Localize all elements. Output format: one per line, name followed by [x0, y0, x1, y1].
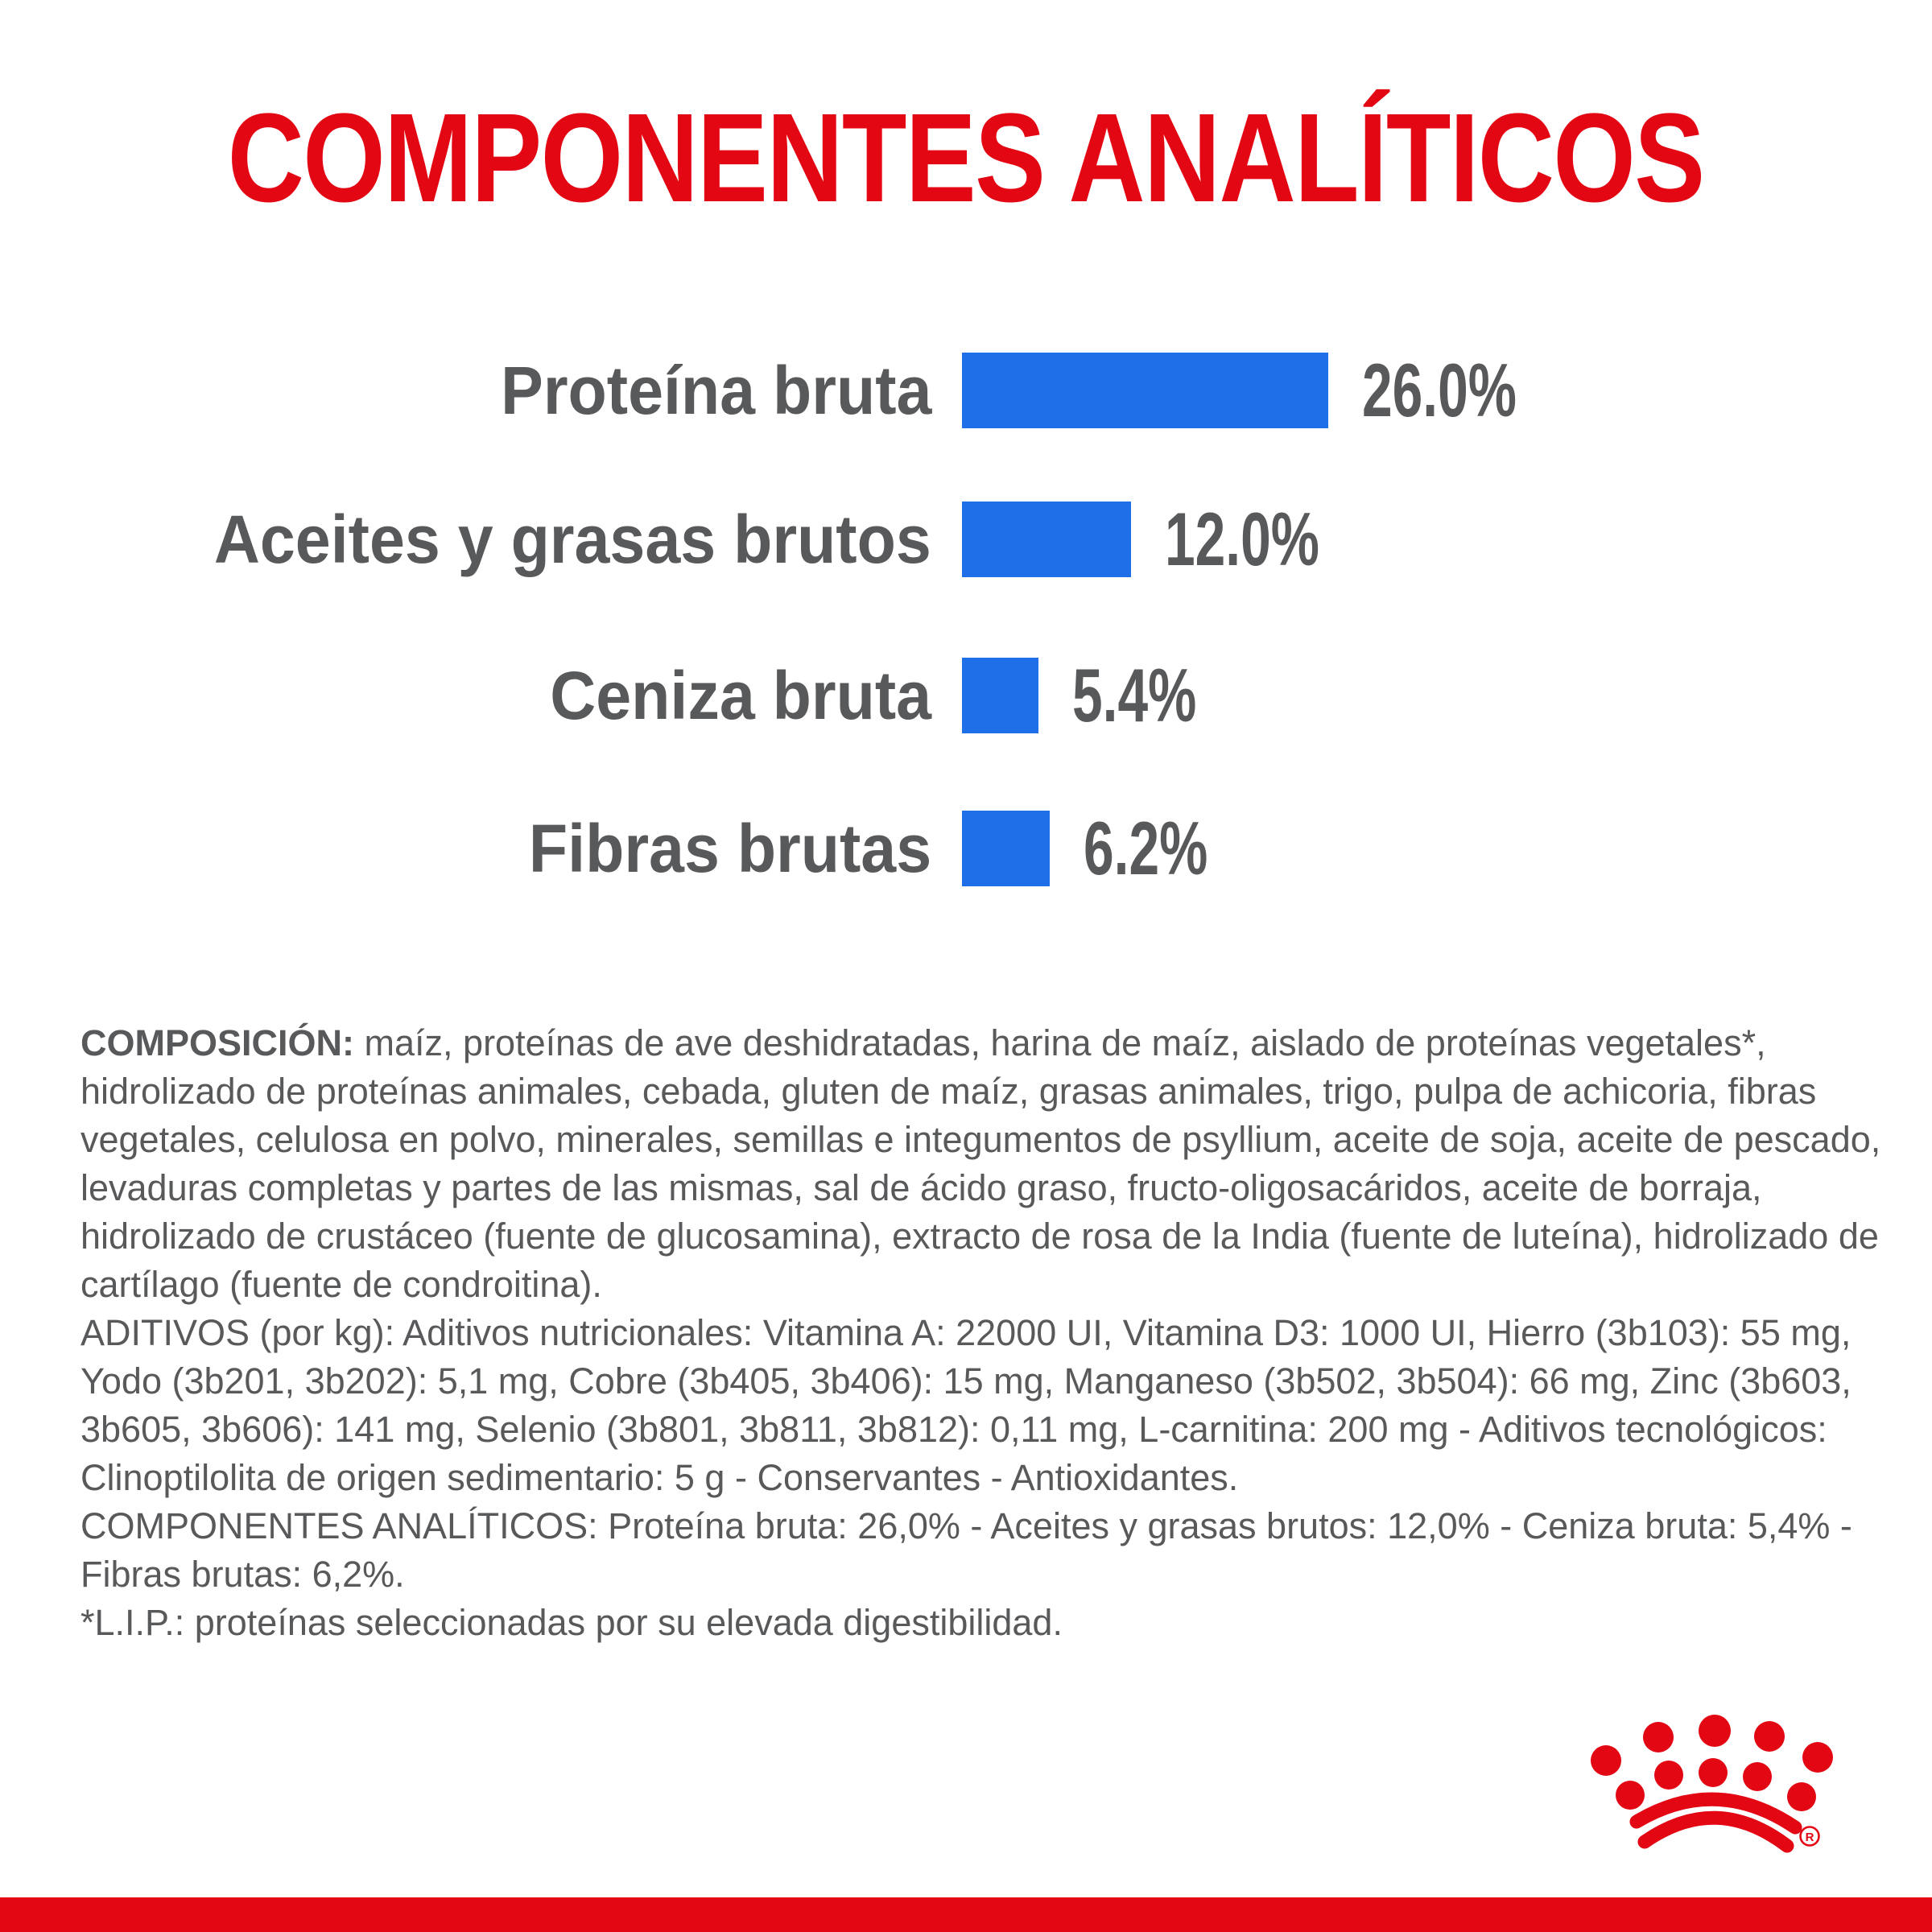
crown-dot — [1743, 1762, 1772, 1791]
composition-section: COMPOSICIÓN: maíz, proteínas de ave desh… — [80, 1019, 1892, 1647]
crown-dot — [1754, 1721, 1785, 1752]
crown-swoosh-lower — [1637, 1810, 1794, 1853]
aditivos-paragraph: ADITIVOS (por kg): Aditivos nutricionale… — [80, 1312, 1852, 1498]
chart-row: Ceniza bruta 5.4% — [0, 658, 1932, 733]
crown-dot — [1616, 1781, 1645, 1810]
chart-value: 12.0% — [1165, 497, 1319, 581]
composition-text: maíz, proteínas de ave deshidratadas, ha… — [80, 1022, 1881, 1305]
footer-red-band — [0, 1897, 1932, 1932]
chart-bar — [962, 811, 1050, 886]
chart-row: Proteína bruta 26.0% — [0, 353, 1932, 428]
crown-dot — [1802, 1742, 1833, 1773]
svg-text:R: R — [1806, 1831, 1814, 1844]
chart-row-label: Proteína bruta — [500, 353, 931, 428]
chart-value: 6.2% — [1084, 806, 1208, 890]
crown-dot — [1654, 1761, 1683, 1790]
chart-value: 26.0% — [1362, 348, 1517, 432]
chart-row: Aceites y grasas brutos 12.0% — [0, 502, 1932, 577]
lip-note: *L.I.P.: proteínas seleccionadas por su … — [80, 1602, 1063, 1643]
componentes-analiticos-paragraph: COMPONENTES ANALÍTICOS: Proteína bruta: … — [80, 1505, 1852, 1595]
chart-row: Fibras brutas 6.2% — [0, 811, 1932, 886]
chart-bar — [962, 502, 1131, 577]
crown-dot — [1699, 1715, 1731, 1747]
crown-dot — [1787, 1782, 1816, 1811]
royal-canin-crown-logo: R — [1591, 1715, 1833, 1853]
chart-bar — [962, 658, 1038, 733]
crown-dots — [1591, 1715, 1833, 1811]
registered-trademark-icon: R — [1799, 1826, 1820, 1847]
page-title: COMPONENTES ANALÍTICOS — [0, 95, 1932, 221]
crown-dot — [1591, 1745, 1621, 1776]
page-title-text: COMPONENTES ANALÍTICOS — [228, 88, 1706, 229]
crown-dot — [1643, 1722, 1674, 1752]
chart-bar — [962, 353, 1328, 428]
crown-dot — [1699, 1758, 1728, 1787]
chart-row-label: Aceites y grasas brutos — [214, 502, 931, 577]
chart-row-label: Ceniza bruta — [550, 658, 931, 733]
composition-label: COMPOSICIÓN: — [80, 1022, 355, 1063]
composition-paragraph: COMPOSICIÓN: maíz, proteínas de ave desh… — [80, 1019, 1892, 1309]
chart-value: 5.4% — [1072, 653, 1197, 737]
chart-row-label: Fibras brutas — [528, 811, 931, 886]
crown-swoosh-upper — [1629, 1792, 1802, 1835]
